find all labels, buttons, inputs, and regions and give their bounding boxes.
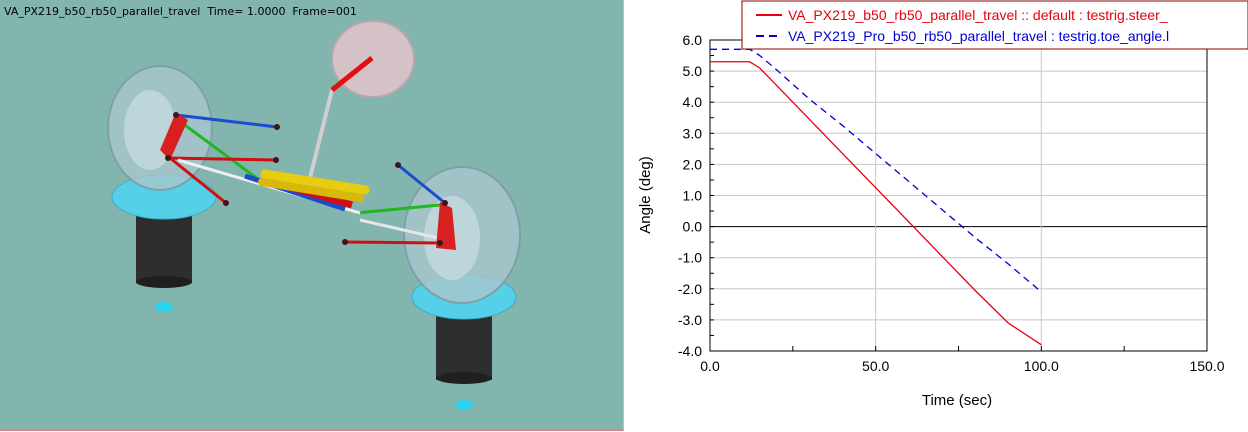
x-tick-label: 150.0 — [1189, 358, 1224, 374]
3d-viewport[interactable]: VA_PX219_b50_rb50_parallel_travel Time= … — [0, 0, 624, 431]
steering-column — [308, 89, 334, 179]
right-lower-link — [344, 240, 441, 245]
y-tick-label: 0.0 — [683, 219, 703, 235]
joint — [442, 200, 448, 206]
joint — [173, 112, 179, 118]
left-upper-link — [175, 113, 278, 129]
right-post-base — [436, 372, 492, 384]
y-tick-label: 5.0 — [683, 63, 703, 79]
right-upright — [436, 202, 456, 250]
left-marker — [155, 302, 173, 312]
y-tick-label: 3.0 — [683, 125, 703, 141]
x-tick-label: 0.0 — [700, 358, 720, 374]
rack-yellow-2 — [258, 178, 364, 202]
right-white-link — [359, 218, 439, 240]
y-tick-label: -1.0 — [678, 250, 702, 266]
y-tick-label: 6.0 — [683, 32, 703, 48]
left-green-link — [177, 118, 263, 184]
x-tick-label: 50.0 — [862, 358, 889, 374]
x-axis-title: Time (sec) — [922, 392, 992, 409]
joint — [342, 239, 348, 245]
joint — [165, 155, 171, 161]
right-green-link — [355, 203, 441, 215]
y-tick-label: 1.0 — [683, 188, 703, 204]
y-tick-label: -4.0 — [678, 343, 702, 359]
legend: VA_PX219_b50_rb50_parallel_travel :: def… — [741, 0, 1248, 50]
y-tick-label: -2.0 — [678, 281, 702, 297]
rack-yellow-1 — [260, 169, 370, 195]
y-axis-title: Angle (deg) — [637, 156, 654, 234]
y-tick-label: -3.0 — [678, 312, 702, 328]
legend-box — [741, 0, 1248, 50]
steering-shaft — [330, 56, 374, 92]
joint — [223, 200, 229, 206]
series-line-1 — [710, 61, 1042, 346]
y-tick-label: 4.0 — [683, 94, 703, 110]
series-line-2 — [710, 48, 1042, 293]
plot-panel[interactable]: 6.0 5.0 4.0 3.0 2.0 1.0 0.0 -1.0 -2.0 -3.0 -4.0 0.0… — [626, 0, 1248, 432]
joint — [437, 240, 443, 246]
legend-label-series-1: VA_PX219_b50_rb50_parallel_travel :: def… — [788, 7, 1168, 23]
right-marker — [455, 400, 473, 410]
x-tick-label: 100.0 — [1024, 358, 1059, 374]
line-chart[interactable]: 6.05.04.03.02.01.00.0-1.0-2.0-3.0-4.00.0… — [626, 0, 1248, 432]
joint — [395, 162, 401, 168]
steering-wheel — [331, 20, 415, 98]
joint — [273, 157, 279, 163]
left-lower-link-2 — [169, 156, 227, 205]
left-lower-link — [167, 156, 277, 162]
y-tick-label: 2.0 — [683, 156, 703, 172]
left-post-base — [136, 276, 192, 288]
right-upper-link — [397, 163, 446, 205]
joint — [274, 124, 280, 130]
legend-label-series-2: VA_PX219_Pro_b50_rb50_parallel_travel : … — [788, 28, 1169, 44]
suspension-model-render[interactable] — [0, 0, 623, 430]
left-upright — [160, 112, 188, 160]
viewport-title: VA_PX219_b50_rb50_parallel_travel Time= … — [4, 5, 357, 18]
